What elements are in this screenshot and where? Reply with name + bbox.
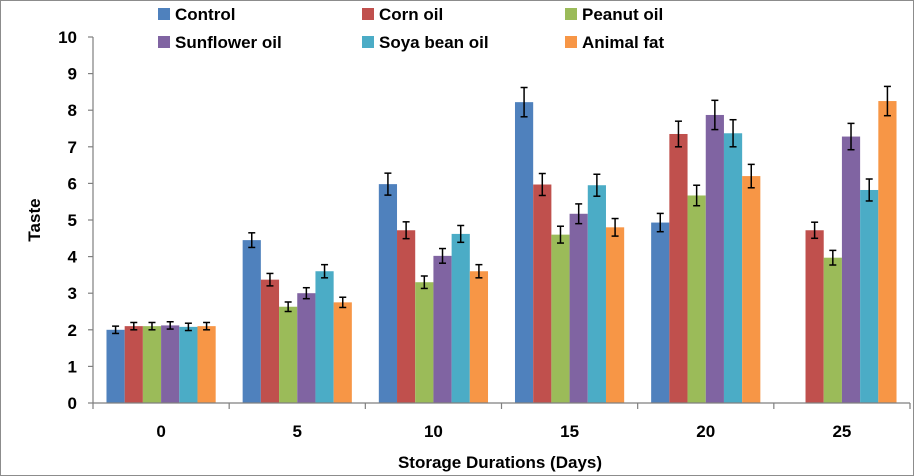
bar (878, 101, 897, 404)
x-tick-label: 25 (832, 422, 851, 441)
legend-swatch (362, 8, 374, 20)
bar (705, 114, 724, 404)
y-tick-label: 5 (68, 211, 77, 230)
legend-label: Peanut oil (582, 5, 663, 24)
y-tick-label: 8 (68, 101, 77, 120)
legend-label: Animal fat (582, 33, 665, 52)
legend-label: Sunflower oil (175, 33, 282, 52)
bar (587, 185, 606, 403)
bar (397, 230, 416, 403)
y-tick-label: 3 (68, 284, 77, 303)
bar (333, 302, 352, 403)
bar (841, 136, 861, 404)
legend-label: Control (175, 5, 235, 24)
y-tick-label: 0 (68, 394, 77, 413)
bar (433, 255, 452, 403)
legend-label: Corn oil (379, 5, 443, 24)
bar (315, 271, 334, 403)
legend-swatch (158, 8, 170, 20)
axes-layer: 0 1 2 3 4 5 6 7 8 9 10 0 5 10 15 20 25 (58, 28, 911, 441)
bar (469, 271, 489, 403)
y-tick-label: 4 (68, 248, 78, 267)
bar (197, 326, 216, 403)
bar (179, 326, 198, 403)
bar (242, 240, 261, 403)
x-axis-title: Storage Durations (Days) (398, 453, 602, 472)
bar (687, 195, 706, 403)
legend: Control Corn oil Peanut oil Sunflower oil So… (158, 5, 665, 52)
bar (142, 326, 162, 403)
bar (260, 279, 280, 403)
bar (514, 102, 534, 404)
bar (669, 133, 688, 404)
y-tick-label: 6 (68, 174, 77, 193)
bar (860, 189, 879, 403)
bar (551, 234, 570, 403)
x-tick-label: 0 (156, 422, 165, 441)
x-tick-label: 20 (696, 422, 715, 441)
bar (569, 213, 588, 403)
legend-label: Soya bean oil (379, 33, 489, 52)
bar (124, 326, 143, 403)
bar (605, 227, 625, 403)
bar (651, 222, 670, 403)
legend-swatch (565, 36, 577, 48)
bar (161, 325, 180, 403)
x-tick-label: 10 (424, 422, 443, 441)
legend-swatch (362, 36, 374, 48)
bar (805, 230, 824, 403)
x-tick-label: 15 (560, 422, 579, 441)
bar (279, 306, 298, 403)
y-tick-label: 10 (58, 28, 77, 47)
bar (533, 184, 552, 403)
y-tick-label: 7 (68, 138, 77, 157)
bar (106, 329, 125, 403)
bar (451, 233, 470, 403)
legend-swatch (565, 8, 577, 20)
bars-layer (106, 85, 897, 404)
bar (297, 293, 316, 403)
legend-swatch (158, 36, 170, 48)
x-tick-label: 5 (293, 422, 302, 441)
y-axis-title: Taste (25, 198, 44, 241)
bar (823, 257, 842, 403)
y-tick-label: 2 (68, 321, 77, 340)
bar (742, 176, 761, 403)
bar (415, 282, 434, 403)
y-tick-label: 1 (68, 357, 77, 376)
bar (378, 184, 398, 403)
bar (723, 133, 743, 403)
y-tick-label: 9 (68, 65, 77, 84)
